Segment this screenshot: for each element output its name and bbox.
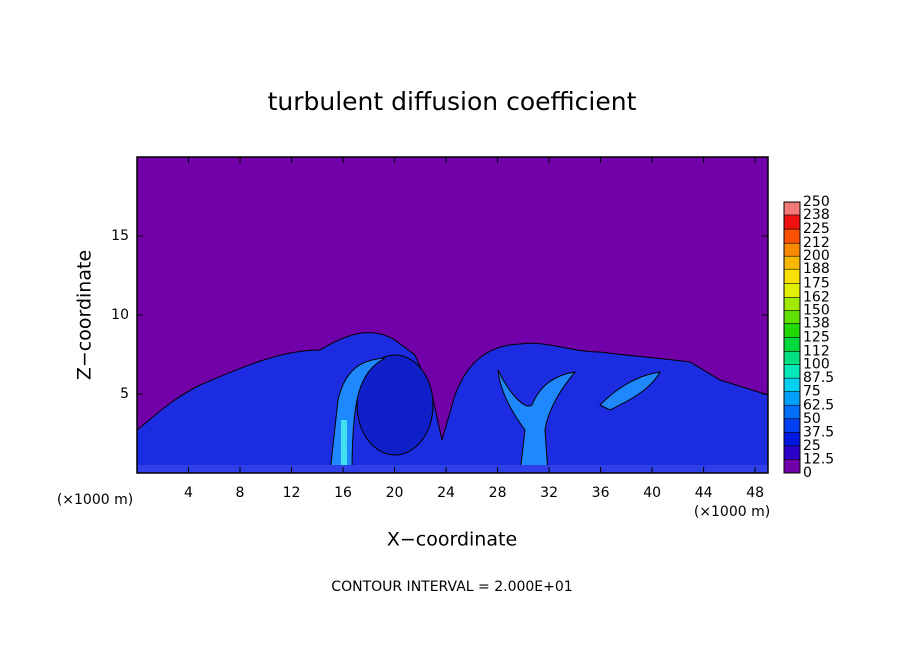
y-tick-label: 5: [120, 386, 129, 402]
colorbar-segment: [784, 202, 800, 216]
field: [136, 157, 769, 474]
colorbar-segment: [784, 243, 800, 257]
x-tick-label: 40: [643, 485, 661, 501]
y-tick-label: 15: [111, 228, 129, 244]
colorbar-segment: [784, 405, 800, 419]
colorbar-label: 125: [803, 330, 830, 346]
colorbar-label: 50: [803, 411, 821, 427]
colorbar-label: 238: [803, 207, 830, 223]
colorbar-label: 212: [803, 235, 830, 251]
colorbar-label: 150: [803, 302, 830, 318]
plume: [599, 371, 661, 411]
colorbar-label: 250: [803, 194, 830, 210]
colorbar-segment: [784, 215, 800, 230]
colorbar-segment: [784, 378, 800, 392]
plume: [497, 369, 577, 474]
plume-core: [341, 420, 347, 473]
colorbar-segment: [784, 418, 800, 433]
colorbar-segment: [784, 337, 800, 352]
x-unit-label: (×1000 m): [57, 492, 133, 508]
x-tick-label: 24: [437, 485, 455, 501]
y-tick-label: 10: [111, 307, 129, 323]
colorbar-label: 12.5: [803, 451, 834, 467]
colorbar-label: 162: [803, 289, 830, 305]
x-tick-label: 12: [283, 485, 301, 501]
surface-layer: [137, 465, 768, 473]
colorbar-segment: [784, 283, 800, 298]
colorbar-segment: [784, 364, 800, 379]
colorbar-segment: [784, 445, 800, 460]
colorbar-label: 225: [803, 221, 830, 237]
colorbar-label: 62.5: [803, 397, 834, 413]
colorbar-segment: [784, 351, 800, 365]
annotation: CONTOUR INTERVAL = 2.000E+01: [331, 579, 572, 595]
colorbar-label: 112: [803, 344, 830, 360]
colorbar-segment: [784, 323, 800, 338]
colorbar-label: 138: [803, 315, 830, 331]
colorbar-label: 100: [803, 357, 830, 373]
colorbar-segment: [784, 256, 800, 270]
x-tick-label: 44: [695, 485, 713, 501]
x-tick-label: 4: [184, 485, 193, 501]
colorbar-label: 25: [803, 438, 821, 454]
x-tick-label: 8: [236, 485, 245, 501]
colorbar-label: 37.5: [803, 424, 834, 440]
x-tick-label: 48: [746, 485, 764, 501]
colorbar-label: 75: [803, 384, 821, 400]
colorbar-label: 188: [803, 261, 830, 277]
x-unit-label: (×1000 m): [694, 504, 770, 520]
y-axis-label: Z−coordinate: [74, 250, 96, 380]
colorbar-segment: [784, 297, 800, 311]
x-tick-label: 32: [540, 485, 558, 501]
colorbar-segment: [784, 310, 800, 324]
x-tick-label: 16: [334, 485, 352, 501]
vortex: [356, 354, 434, 456]
colorbar-segment: [784, 391, 800, 406]
colorbar-label: 200: [803, 248, 830, 264]
x-tick-label: 36: [592, 485, 610, 501]
x-tick-label: 20: [386, 485, 404, 501]
colorbar-label: 87.5: [803, 370, 834, 386]
colorbar-label: 175: [803, 275, 830, 291]
colorbar-segment: [784, 459, 800, 473]
colorbar-label: 0: [803, 465, 812, 481]
colorbar-segment: [784, 229, 800, 244]
x-tick-label: 28: [489, 485, 507, 501]
turbulent-region: [136, 332, 769, 474]
x-axis-label: X−coordinate: [387, 529, 517, 551]
chart-title: turbulent diffusion coefficient: [268, 87, 637, 116]
colorbar-segment: [784, 432, 800, 446]
colorbar-segment: [784, 269, 800, 284]
